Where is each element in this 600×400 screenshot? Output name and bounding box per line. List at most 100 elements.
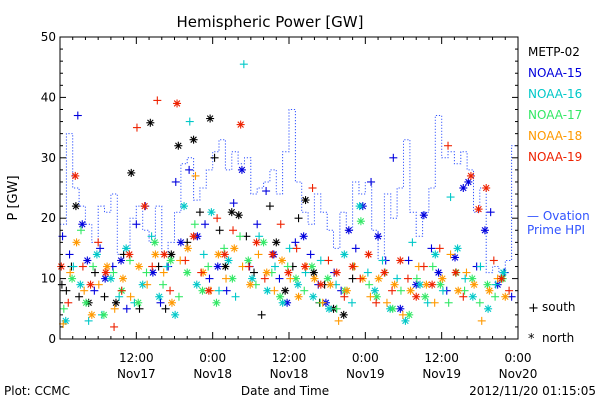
point-noaa-19-14 <box>160 250 169 259</box>
point-noaa-15-57 <box>480 226 489 235</box>
point-noaa-16-18 <box>199 250 208 259</box>
marker-stroke <box>500 269 507 276</box>
marker-stroke <box>349 263 356 270</box>
point-noaa-19-29 <box>276 220 285 229</box>
point-noaa-16-50 <box>446 193 455 202</box>
point-noaa-15-6 <box>96 244 105 253</box>
south-marker-symbol: + <box>528 301 539 316</box>
x-axis: 12:00 Nov17 0:00 Nov18 12:00 Nov18 0:00 Nov19 12… <box>59 37 538 381</box>
marker-stroke <box>126 251 133 258</box>
point-noaa-17-18 <box>204 262 213 271</box>
point-noaa-19-13 <box>153 96 162 105</box>
point-metp-02-25 <box>234 211 243 220</box>
point-noaa-19-32 <box>300 262 309 271</box>
point-noaa-19-58 <box>505 286 514 295</box>
point-noaa-16-26 <box>263 286 272 295</box>
point-noaa-15-11 <box>132 220 141 229</box>
marker-stroke <box>107 275 115 282</box>
point-noaa-16-6 <box>106 274 115 283</box>
point-noaa-18-54 <box>485 286 494 295</box>
point-noaa-17-4 <box>89 262 98 271</box>
point-noaa-18-29 <box>286 274 295 283</box>
point-noaa-15-43 <box>374 232 383 241</box>
point-noaa-18-52 <box>470 280 479 289</box>
point-noaa-17-41 <box>388 304 397 313</box>
point-noaa-19-18 <box>189 232 198 241</box>
point-noaa-16-47 <box>423 298 432 307</box>
point-noaa-15-47 <box>404 256 413 265</box>
marker-stroke <box>213 299 220 307</box>
point-noaa-18-39 <box>366 292 375 301</box>
point-noaa-16-57 <box>499 268 508 277</box>
marker-stroke <box>452 269 459 276</box>
point-noaa-16-14 <box>171 310 180 319</box>
point-metp-02-4 <box>75 292 84 301</box>
point-noaa-15-30 <box>275 274 284 283</box>
point-noaa-19-34 <box>316 280 325 289</box>
point-metp-02-14 <box>161 304 170 313</box>
marker-stroke <box>375 275 382 282</box>
point-noaa-16-41 <box>378 256 387 265</box>
marker-stroke <box>301 263 309 270</box>
point-noaa-19-9 <box>125 250 134 259</box>
point-noaa-15-2 <box>73 111 82 120</box>
marker-stroke <box>482 184 490 192</box>
marker-stroke <box>238 166 246 174</box>
point-noaa-15-23 <box>222 286 231 295</box>
point-metp-02-12 <box>146 118 155 127</box>
point-noaa-18-9 <box>126 292 135 301</box>
point-metp-02-8 <box>111 298 120 307</box>
point-noaa-18-50 <box>454 286 463 295</box>
marker-stroke <box>112 299 120 307</box>
x-tick-date-label: Nov20 <box>499 367 538 381</box>
point-noaa-16-45 <box>408 238 417 247</box>
point-noaa-15-3 <box>78 220 87 229</box>
point-noaa-15-22 <box>213 262 222 271</box>
point-noaa-17-54 <box>491 292 500 301</box>
point-noaa-16-25 <box>255 232 264 241</box>
marker-stroke <box>193 281 201 288</box>
point-noaa-15-55 <box>464 177 473 186</box>
x-tick-time-label: 12:00 <box>272 351 307 365</box>
marker-stroke <box>119 275 127 282</box>
y-tick-label: 50 <box>41 30 56 44</box>
point-noaa-16-39 <box>363 268 372 277</box>
point-noaa-16-4 <box>92 250 101 259</box>
marker-stroke <box>199 287 206 294</box>
marker-stroke <box>84 257 91 264</box>
point-noaa-18-30 <box>294 292 303 301</box>
marker-stroke <box>469 293 477 300</box>
point-noaa-15-16 <box>171 177 180 186</box>
point-noaa-19-5 <box>94 238 103 247</box>
marker-stroke <box>263 269 271 276</box>
point-noaa-19-35 <box>324 256 333 265</box>
marker-stroke <box>180 202 188 210</box>
point-metp-02-30 <box>272 238 281 247</box>
point-noaa-18-42 <box>390 280 399 289</box>
point-noaa-16-52 <box>461 274 470 283</box>
point-noaa-18-21 <box>222 274 231 283</box>
y-tick-label: 10 <box>41 272 56 286</box>
point-noaa-17-34 <box>332 304 341 313</box>
plot-frame <box>59 36 519 340</box>
point-noaa-17-20 <box>220 244 229 253</box>
marker-stroke <box>73 239 80 246</box>
ovation-layer <box>60 109 518 274</box>
point-noaa-19-53 <box>466 171 475 180</box>
marker-stroke <box>341 251 348 258</box>
point-noaa-16-34 <box>325 304 334 313</box>
marker-stroke <box>190 136 197 143</box>
point-noaa-15-33 <box>299 232 308 241</box>
point-metp-02-29 <box>265 202 274 211</box>
marker-stroke <box>88 311 96 319</box>
marker-stroke <box>177 239 185 246</box>
point-noaa-17-29 <box>291 274 300 283</box>
point-metp-02-11 <box>135 304 144 313</box>
point-metp-02-33 <box>294 214 303 223</box>
point-noaa-16-49 <box>438 286 447 295</box>
point-noaa-18-7 <box>110 304 119 313</box>
point-noaa-19-38 <box>348 262 357 271</box>
marker-stroke <box>357 217 365 225</box>
point-noaa-15-53 <box>451 253 460 262</box>
point-metp-02-18 <box>189 135 198 144</box>
